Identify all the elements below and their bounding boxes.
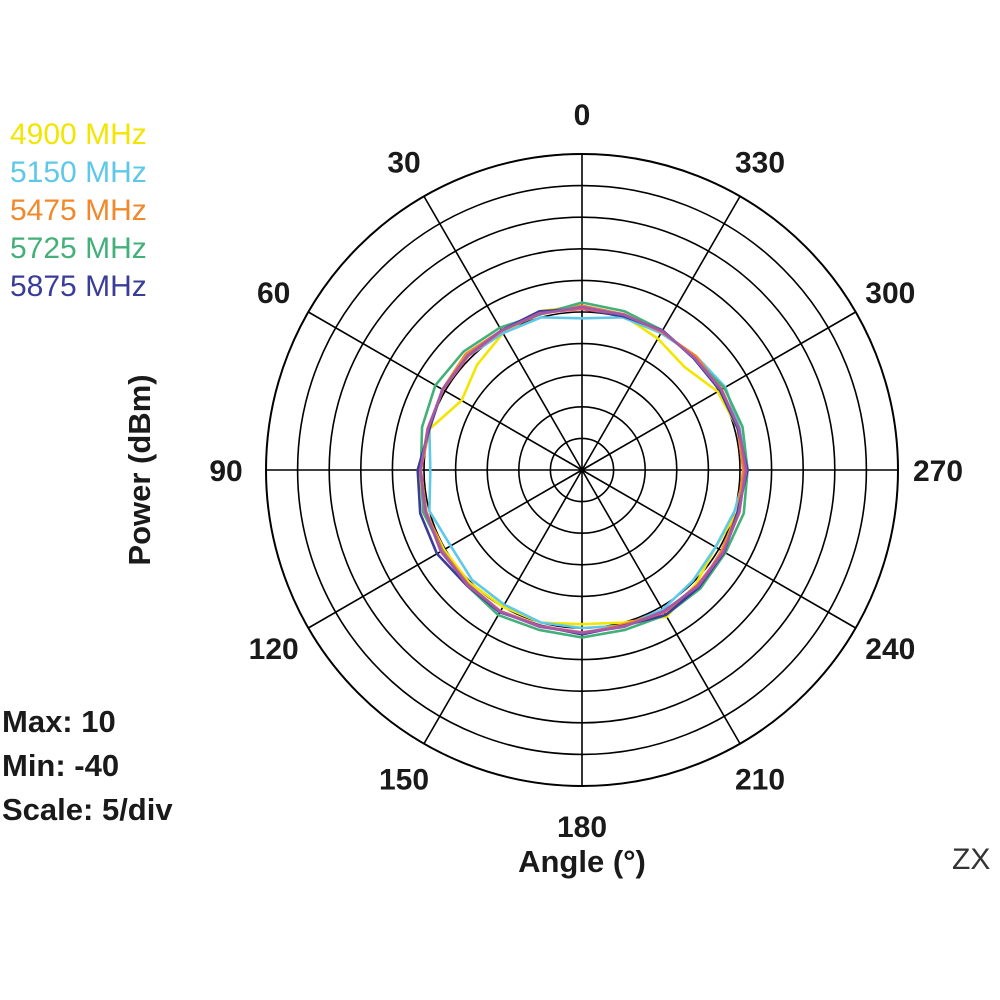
legend-item-4900: 4900 MHz: [10, 118, 147, 151]
angle-tick-label: 120: [249, 633, 299, 666]
angle-tick-label: 0: [574, 99, 591, 132]
series-line: [416, 304, 746, 626]
series-line: [419, 301, 749, 639]
legend-item-5475: 5475 MHz: [10, 194, 147, 227]
x-axis-label: Angle (°): [518, 844, 646, 879]
legend-item-5875: 5875 MHz: [10, 270, 147, 303]
scale-label: Scale: 5/div: [2, 792, 173, 827]
legend-item-5150: 5150 MHz: [10, 156, 147, 189]
series-line: [418, 305, 748, 635]
angle-tick-label: 30: [387, 147, 420, 180]
polar-grid: [265, 153, 899, 787]
angle-tick-label: 180: [557, 811, 607, 844]
grid-spoke: [581, 469, 741, 745]
angle-tick-label: 210: [735, 763, 785, 796]
angle-tick-label: 60: [257, 277, 290, 310]
angle-tick-label: 270: [913, 455, 963, 488]
grid-spoke: [307, 311, 583, 471]
angle-tick-labels: 0 30 60 90 120 150 180 210 240 270 300 330: [209, 99, 963, 844]
legend-item-5725: 5725 MHz: [10, 232, 147, 265]
angle-tick-label: 300: [865, 277, 915, 310]
angle-tick-label: 240: [865, 633, 915, 666]
scale-info: Max: 10 Min: -40 Scale: 5/div: [2, 700, 173, 832]
y-axis-label: Power (dBm): [122, 374, 157, 566]
angle-tick-label: 150: [379, 763, 429, 796]
legend: 4900 MHz 5150 MHz 5475 MHz 5725 MHz 5875…: [10, 116, 147, 306]
max-label: Max: 10: [2, 704, 116, 739]
angle-tick-label: 90: [209, 455, 242, 488]
angle-tick-label: 330: [735, 147, 785, 180]
grid-spoke: [581, 469, 857, 629]
plane-label: ZX: [952, 843, 991, 876]
series-group: [416, 301, 749, 639]
min-label: Min: -40: [2, 748, 120, 783]
